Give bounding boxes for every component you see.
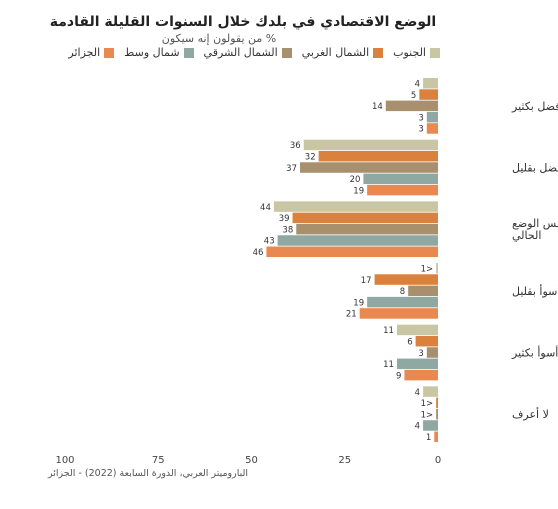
bar [303,139,438,151]
bar [367,184,438,196]
category-label: تقريبا بنفس الوضع [512,217,558,230]
data-label: 11 [383,326,394,336]
bar [374,274,438,285]
data-label: 3 [418,113,423,123]
bar [277,235,438,246]
category-label: الحالي [512,229,541,242]
bar [385,100,438,112]
legend-label: شمال وسط [124,46,180,59]
data-label: 19 [353,186,364,196]
legend-label: الشمال الشرقي [203,46,278,59]
legend-item: الجنوب [393,46,440,59]
data-label: 3 [418,349,423,359]
data-label: 32 [305,152,316,162]
bar [396,324,438,336]
data-label: 38 [282,225,293,235]
data-label: 1 [426,433,431,443]
bar [436,408,438,420]
legend-swatch [373,47,384,58]
x-tick-label: 100 [55,455,74,466]
bar [396,358,438,370]
data-label: 21 [346,310,357,320]
x-tick-label: 75 [152,455,165,466]
bar [434,431,438,443]
bar [266,246,438,258]
data-label: 44 [260,203,271,213]
bar [292,212,438,224]
data-label: 4 [415,422,420,432]
x-tick-label: 50 [245,455,258,466]
bar [318,150,438,162]
bar [408,285,438,297]
legend-swatch [430,47,440,58]
data-label: 1> [421,399,434,409]
bar [423,386,438,397]
legend-item: الشمال الشرقي [204,46,292,59]
data-label: 39 [279,214,290,224]
data-label: 1> [421,265,434,275]
category-label: أسوأ بكثير [511,346,558,360]
bar [423,78,438,89]
x-tick-label: 25 [338,455,351,466]
bar [363,173,438,185]
data-label: 46 [253,248,264,258]
bar [436,263,438,274]
data-label: 36 [290,141,301,151]
chart-title: الوضع الاقتصادي في بلدك خلال السنوات الق… [49,14,437,30]
legend-label: الشمال الغربي [301,46,370,59]
chart-subtitle: % من يقولون إنه سيكون [161,32,277,45]
category-label: لا أعرف [512,407,549,421]
data-label: 37 [286,164,297,174]
bar [419,89,438,100]
data-label: 20 [350,175,361,185]
data-label: 19 [353,298,364,308]
data-label: 3 [418,125,423,135]
bar [426,111,438,123]
legend-swatch [281,47,292,58]
legend: الجزائر شمال وسط الشمال الشرقي الشمال الغرب… [68,46,440,59]
bar [415,335,438,347]
data-label: 5 [411,91,416,101]
x-tick-label: 0 [435,455,441,466]
bar [404,369,438,381]
legend-item: شمال وسط [124,46,194,59]
data-label: 14 [372,102,383,112]
data-label: 11 [383,360,394,370]
bar [423,420,438,431]
source-note: الباروميتر العربي، الدورة السابعة (2022)… [48,468,249,479]
legend-label: الجزائر [68,46,101,59]
bar [296,223,438,235]
category-label: أسوأ بقليل [512,284,558,298]
category-label: أفضل بقليل [512,161,558,175]
legend-item: الجزائر [68,46,115,59]
category-label: أفضل بكثير [511,99,558,113]
data-label: 8 [400,287,405,297]
legend-item: الشمال الغربي [301,46,384,59]
data-label: 4 [415,388,420,398]
bar [426,347,438,358]
bar [299,162,438,173]
data-label: 1> [421,410,434,420]
data-label: 4 [415,80,420,90]
data-label: 43 [264,237,275,247]
bar [426,123,438,134]
data-label: 17 [361,276,372,286]
bar [359,308,438,319]
bar [367,296,438,308]
bar [436,397,438,409]
legend-label: الجنوب [393,46,426,59]
data-label: 6 [407,337,412,347]
data-label: 9 [396,371,401,381]
bar [273,201,438,212]
legend-swatch [183,47,194,58]
legend-swatch [104,47,115,58]
